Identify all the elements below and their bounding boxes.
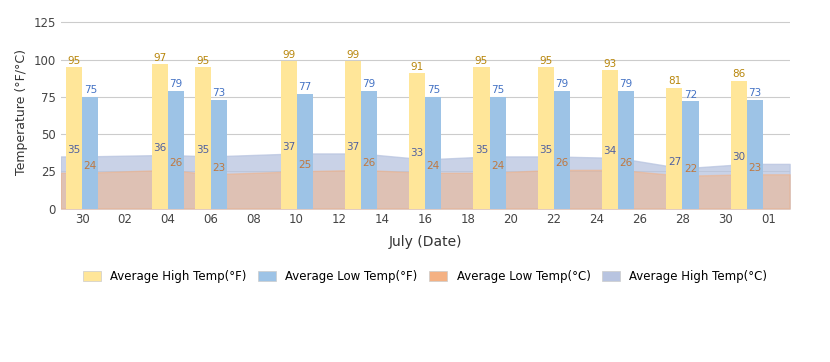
Bar	[409, 73, 425, 209]
Text: 30: 30	[732, 152, 745, 163]
Text: 36: 36	[154, 143, 167, 153]
Text: 26: 26	[169, 158, 183, 168]
Text: 34: 34	[603, 147, 617, 156]
Bar	[554, 91, 570, 209]
Text: 26: 26	[363, 158, 375, 168]
Text: 97: 97	[154, 52, 167, 63]
Text: 79: 79	[169, 79, 183, 89]
Text: 24: 24	[84, 161, 97, 171]
Text: 37: 37	[282, 142, 295, 152]
Text: 35: 35	[475, 145, 488, 155]
Text: 95: 95	[67, 56, 81, 66]
Text: 26: 26	[619, 158, 632, 168]
Text: 93: 93	[603, 59, 617, 68]
Text: 99: 99	[282, 50, 295, 60]
Text: 79: 79	[555, 79, 569, 89]
Text: 79: 79	[619, 79, 632, 89]
Text: 37: 37	[346, 142, 359, 152]
Text: 33: 33	[411, 148, 424, 158]
Text: 35: 35	[67, 145, 81, 155]
Bar	[296, 94, 313, 209]
Text: 95: 95	[475, 56, 488, 66]
Text: 75: 75	[491, 85, 504, 96]
X-axis label: July (Date): July (Date)	[388, 235, 462, 249]
Bar	[168, 91, 184, 209]
Text: 79: 79	[363, 79, 375, 89]
Text: 35: 35	[196, 145, 209, 155]
Text: 77: 77	[298, 83, 311, 92]
Bar	[666, 88, 682, 209]
Text: 75: 75	[427, 85, 440, 96]
Bar	[730, 80, 747, 209]
Text: 27: 27	[668, 157, 681, 167]
Bar	[344, 61, 361, 209]
Bar	[425, 97, 442, 209]
Text: 95: 95	[540, 56, 553, 66]
Text: 91: 91	[411, 62, 424, 72]
Text: 24: 24	[491, 161, 504, 171]
Bar	[281, 61, 296, 209]
Text: 25: 25	[298, 160, 311, 170]
Text: 72: 72	[684, 90, 697, 100]
Text: 95: 95	[196, 56, 209, 66]
Text: 22: 22	[684, 164, 697, 174]
Legend: Average High Temp(°F), Average Low Temp(°F), Average Low Temp(°C), Average High : Average High Temp(°F), Average Low Temp(…	[78, 265, 772, 288]
Y-axis label: Temperature (°F/°C): Temperature (°F/°C)	[15, 49, 28, 175]
Text: 86: 86	[732, 69, 745, 79]
Bar	[682, 101, 699, 209]
Bar	[195, 67, 211, 209]
Bar	[538, 67, 554, 209]
Text: 23: 23	[748, 163, 761, 173]
Text: 73: 73	[748, 88, 761, 98]
Bar	[82, 97, 98, 209]
Text: 75: 75	[84, 85, 97, 96]
Bar	[361, 91, 377, 209]
Bar	[618, 91, 634, 209]
Bar	[152, 64, 168, 209]
Text: 35: 35	[540, 145, 553, 155]
Bar	[66, 67, 82, 209]
Bar	[602, 70, 618, 209]
Text: 81: 81	[668, 76, 681, 87]
Bar	[747, 100, 763, 209]
Text: 23: 23	[212, 163, 226, 173]
Bar	[473, 67, 490, 209]
Text: 24: 24	[427, 161, 440, 171]
Bar	[211, 100, 227, 209]
Text: 99: 99	[346, 50, 359, 60]
Text: 73: 73	[212, 88, 226, 98]
Bar	[490, 97, 505, 209]
Text: 26: 26	[555, 158, 569, 168]
